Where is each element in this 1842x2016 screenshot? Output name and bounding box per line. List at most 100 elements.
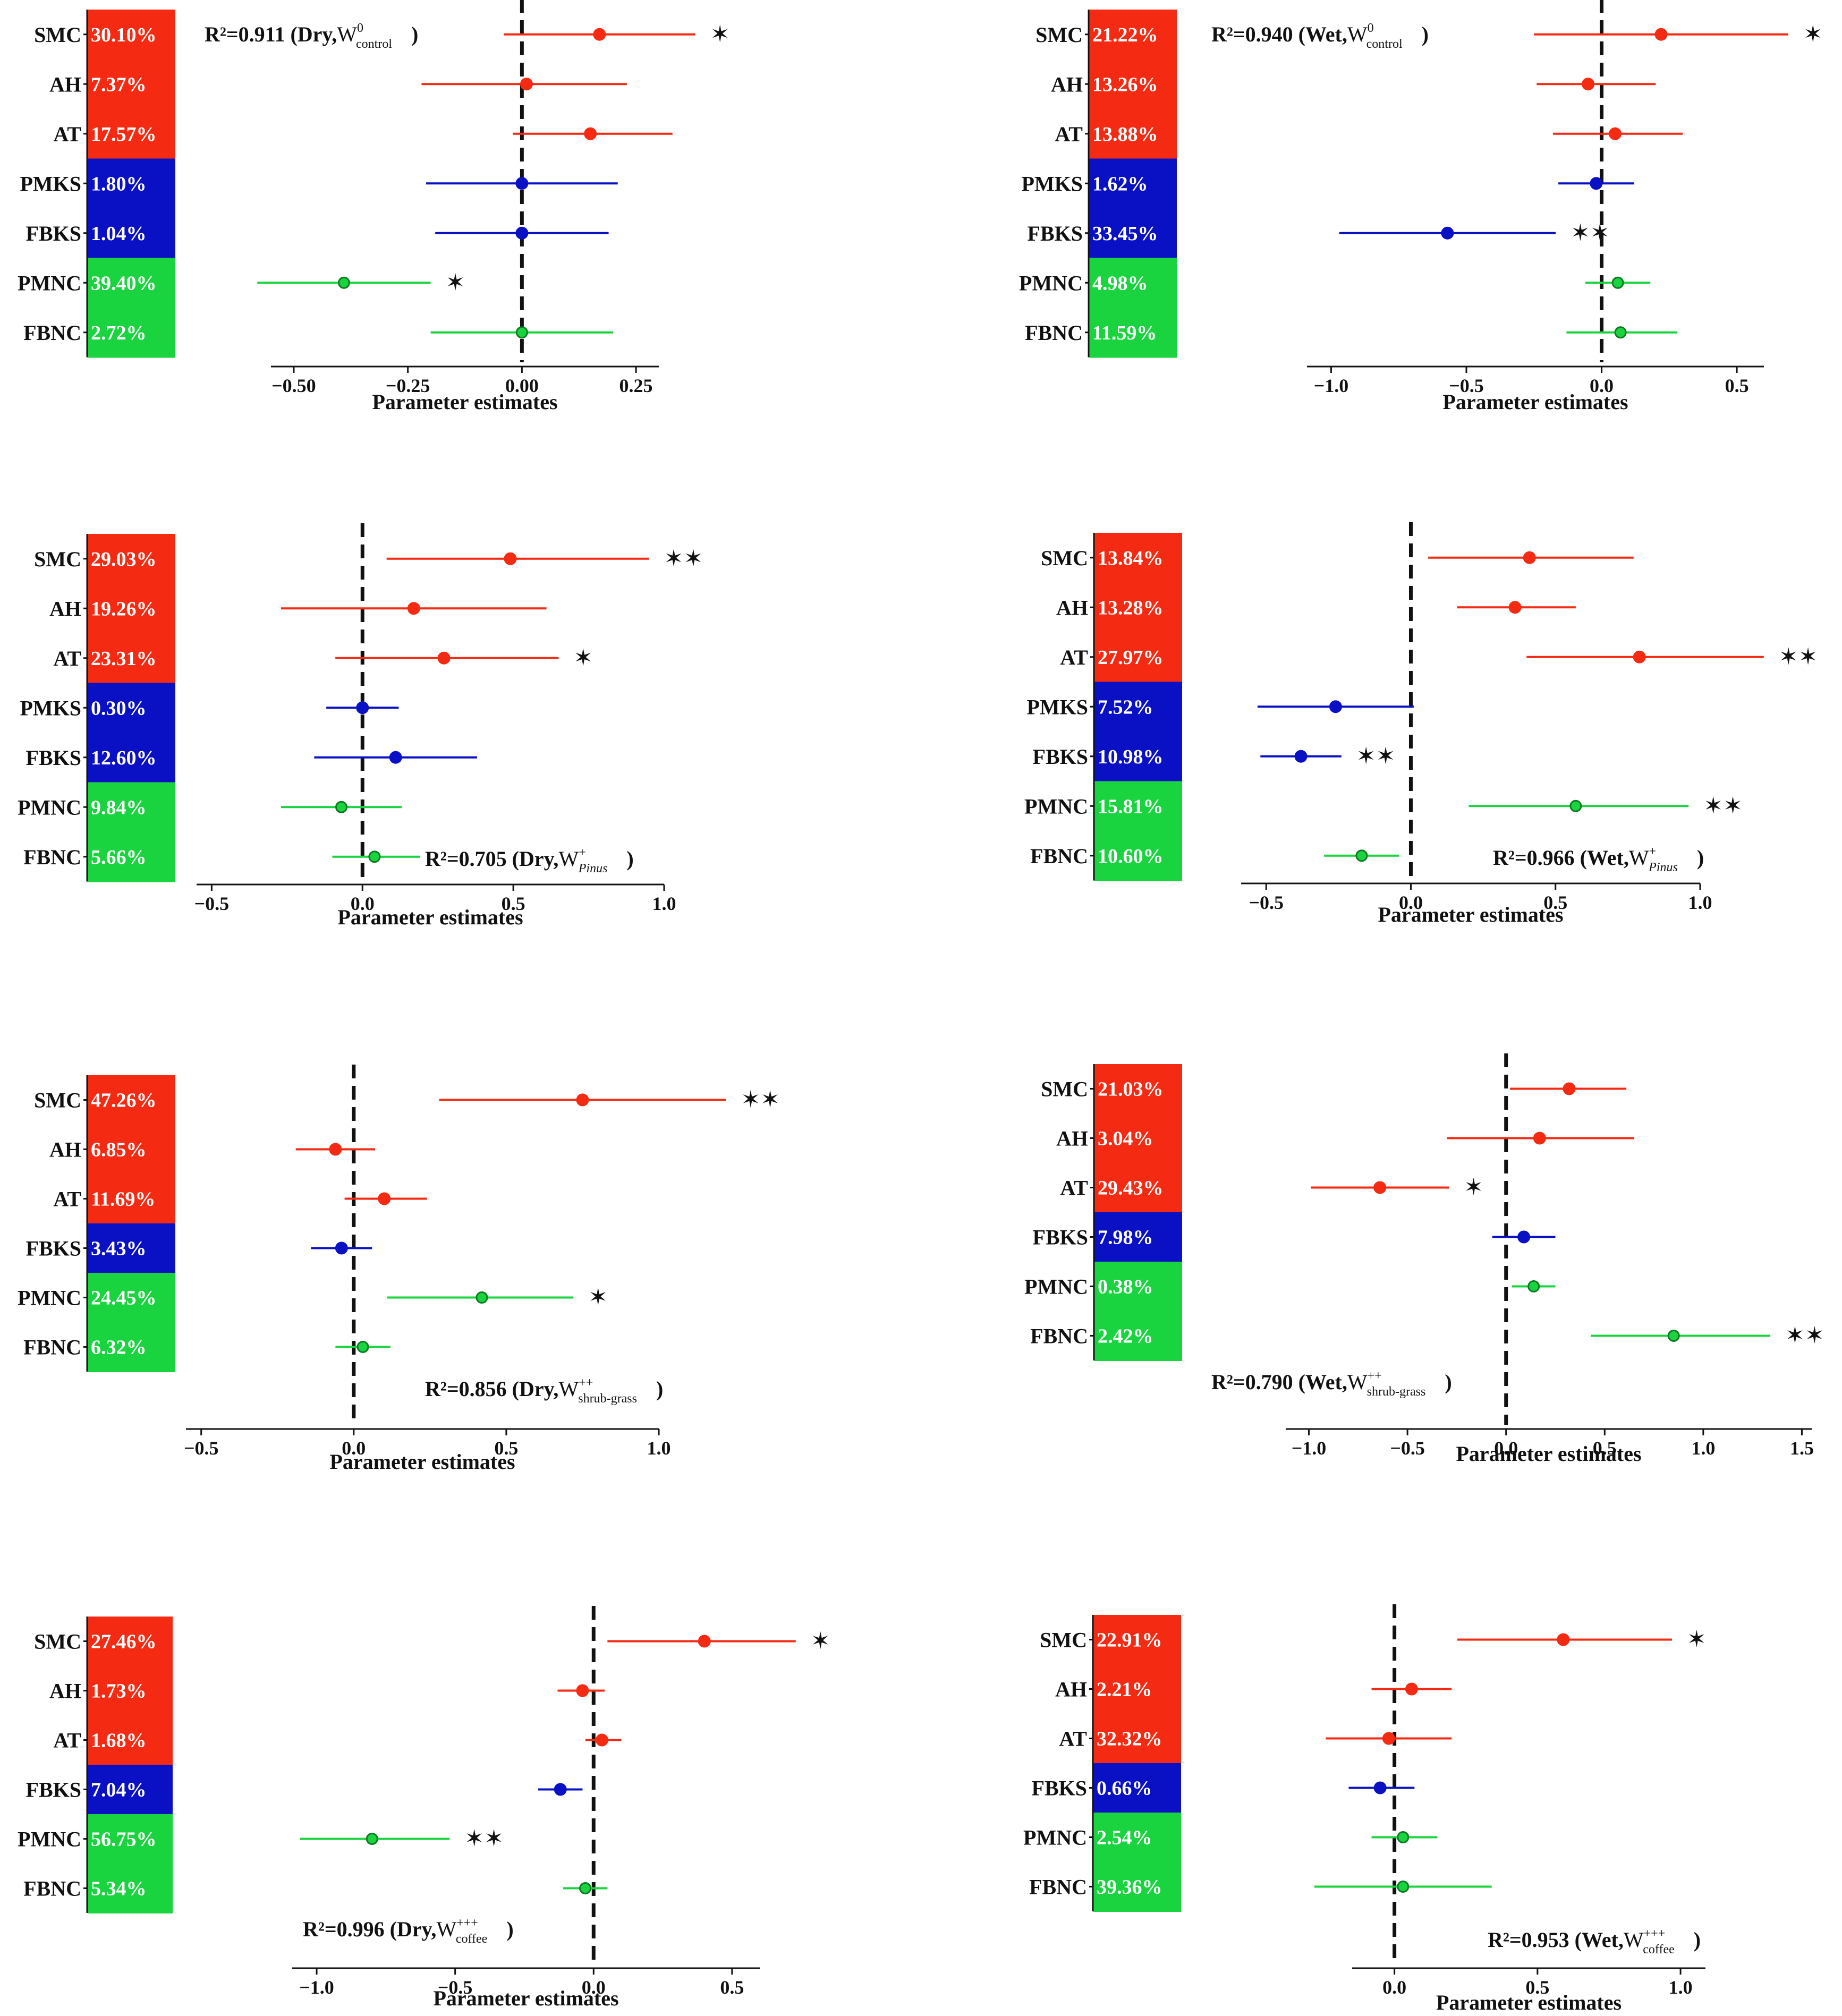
estimate-point-pmnc: [1527, 1280, 1540, 1292]
row-label: FBKS: [26, 1778, 81, 1802]
significance-marker: ✶: [811, 1628, 830, 1654]
significance-marker: ✶: [1687, 1627, 1707, 1653]
x-axis-title: Parameter estimates: [329, 1450, 515, 1474]
x-tick-label: 0.5: [494, 1437, 518, 1459]
pct-cell-ah: [1094, 582, 1182, 633]
estimate-point-pmnc: [476, 1291, 488, 1304]
pct-cell-at: [1093, 1714, 1181, 1764]
pct-label: 0.30%: [91, 697, 147, 719]
pct-label: 17.57%: [91, 123, 157, 146]
r2-annotation: R²=0.953 (Wet,W+++ coffee): [1488, 1927, 1701, 1957]
row-label: AH: [1056, 1127, 1088, 1151]
estimate-point-at: [584, 127, 597, 140]
pct-cell-fbks: [1093, 1763, 1181, 1813]
row-label: AT: [53, 1729, 81, 1753]
row-label: SMC: [1041, 1077, 1088, 1101]
estimate-point-pmnc: [1397, 1831, 1410, 1843]
row-label: FBKS: [26, 746, 81, 770]
pct-label: 2.54%: [1097, 1827, 1152, 1849]
row-label: PMKS: [1021, 172, 1083, 195]
pct-cell-smc: [1093, 1615, 1181, 1665]
estimate-point-at: [1633, 650, 1646, 664]
estimate-point-ah: [1508, 601, 1522, 614]
pct-cell-fbks: [1094, 1212, 1182, 1262]
pct-cell-pmnc: [1094, 781, 1182, 831]
forest-panel-5: 47.26% SMC 6.85% AH 11.69% AT 3.43% FBKS 24.45% P…: [18, 1065, 780, 1474]
pct-cell-pmnc: [88, 1814, 173, 1864]
pct-cell-fbnc: [1094, 831, 1182, 881]
x-tick-label: −0.5: [1249, 892, 1284, 913]
r2-annotation: R²=0.911 (Dry,W0 control): [205, 21, 418, 51]
pct-label: 2.72%: [91, 322, 147, 344]
pct-label: 10.60%: [1098, 845, 1164, 867]
r2-annotation: R²=0.966 (Wet,W+ Pinus): [1493, 845, 1704, 874]
x-tick-label: −0.50: [271, 375, 316, 396]
estimate-point-pmks: [515, 177, 529, 190]
pct-label: 22.91%: [1097, 1629, 1162, 1652]
row-label: SMC: [1040, 1628, 1087, 1652]
row-label: FBNC: [23, 845, 81, 869]
estimate-point-fbnc: [579, 1882, 592, 1894]
pct-cell-fbnc: [1093, 1862, 1181, 1912]
significance-marker: ✶✶: [1779, 644, 1818, 670]
x-tick-label: 0.0: [1399, 892, 1423, 913]
pct-label: 21.22%: [1092, 24, 1158, 46]
pct-cell-smc: [1094, 533, 1182, 583]
estimate-point-ah: [1582, 78, 1595, 91]
pct-label: 47.26%: [91, 1090, 157, 1112]
pct-cell-fbks: [88, 733, 175, 783]
row-label: SMC: [34, 547, 81, 571]
x-tick-label: 1.0: [647, 1437, 671, 1459]
estimate-point-smc: [593, 28, 606, 41]
x-axis-title: Parameter estimates: [1378, 903, 1563, 926]
row-label: PMNC: [18, 271, 81, 295]
pct-cell-ah: [1089, 59, 1177, 109]
significance-marker: ✶✶: [1356, 743, 1396, 769]
pct-cell-pmks: [88, 158, 175, 209]
row-label: SMC: [1035, 23, 1083, 47]
estimate-point-fbnc: [1614, 326, 1627, 339]
row-label: AH: [1056, 596, 1088, 619]
pct-cell-at: [1094, 1163, 1182, 1213]
pct-label: 15.81%: [1098, 795, 1164, 818]
pct-cell-ah: [88, 583, 175, 634]
row-label: FBKS: [1028, 222, 1083, 245]
pct-cell-smc: [88, 10, 175, 60]
pct-cell-ah: [88, 59, 175, 109]
pct-cell-pmks: [88, 683, 175, 733]
row-label: PMNC: [18, 1286, 81, 1310]
x-tick-label: −0.5: [1449, 375, 1484, 396]
pct-label: 56.75%: [91, 1828, 157, 1851]
row-label: PMNC: [1024, 1275, 1088, 1299]
row-label: FBNC: [1030, 844, 1088, 868]
estimate-point-fbnc: [1397, 1881, 1410, 1893]
row-label: AH: [49, 1679, 81, 1703]
estimate-point-fbks: [515, 226, 529, 240]
pct-cell-at: [88, 109, 175, 159]
pct-label: 39.36%: [1097, 1876, 1162, 1899]
pct-cell-pmks: [1094, 682, 1182, 732]
pct-label: 13.84%: [1098, 547, 1164, 569]
pct-label: 7.04%: [91, 1779, 147, 1801]
pct-label: 6.32%: [91, 1337, 147, 1359]
x-tick-label: 1.0: [1669, 1977, 1693, 1998]
estimate-point-ah: [329, 1143, 342, 1156]
row-label: PMKS: [1026, 695, 1088, 719]
forest-panel-7: 27.46% SMC 1.73% AH 1.68% AT 7.04% FBKS 56.75% PM…: [18, 1606, 830, 2010]
significance-marker: ✶✶: [664, 546, 703, 572]
pct-label: 19.26%: [91, 598, 157, 620]
pct-cell-smc: [1094, 1064, 1182, 1114]
row-label: AT: [1060, 645, 1088, 669]
row-label: FBNC: [23, 321, 81, 345]
forest-panel-3: 29.03% SMC 19.26% AH 23.31% AT 0.30% PMKS 12.60%…: [18, 523, 703, 929]
x-tick-label: 0.5: [1725, 375, 1749, 396]
pct-label: 0.66%: [1097, 1777, 1152, 1800]
estimate-point-smc: [1563, 1082, 1576, 1095]
pct-label: 32.32%: [1097, 1728, 1162, 1750]
row-label: PMKS: [20, 172, 81, 195]
row-label: AH: [1051, 72, 1083, 96]
x-tick-label: −0.5: [1390, 1437, 1425, 1459]
row-label: FBNC: [23, 1877, 81, 1901]
row-label: AH: [49, 1138, 81, 1162]
pct-cell-fbnc: [88, 1322, 175, 1372]
